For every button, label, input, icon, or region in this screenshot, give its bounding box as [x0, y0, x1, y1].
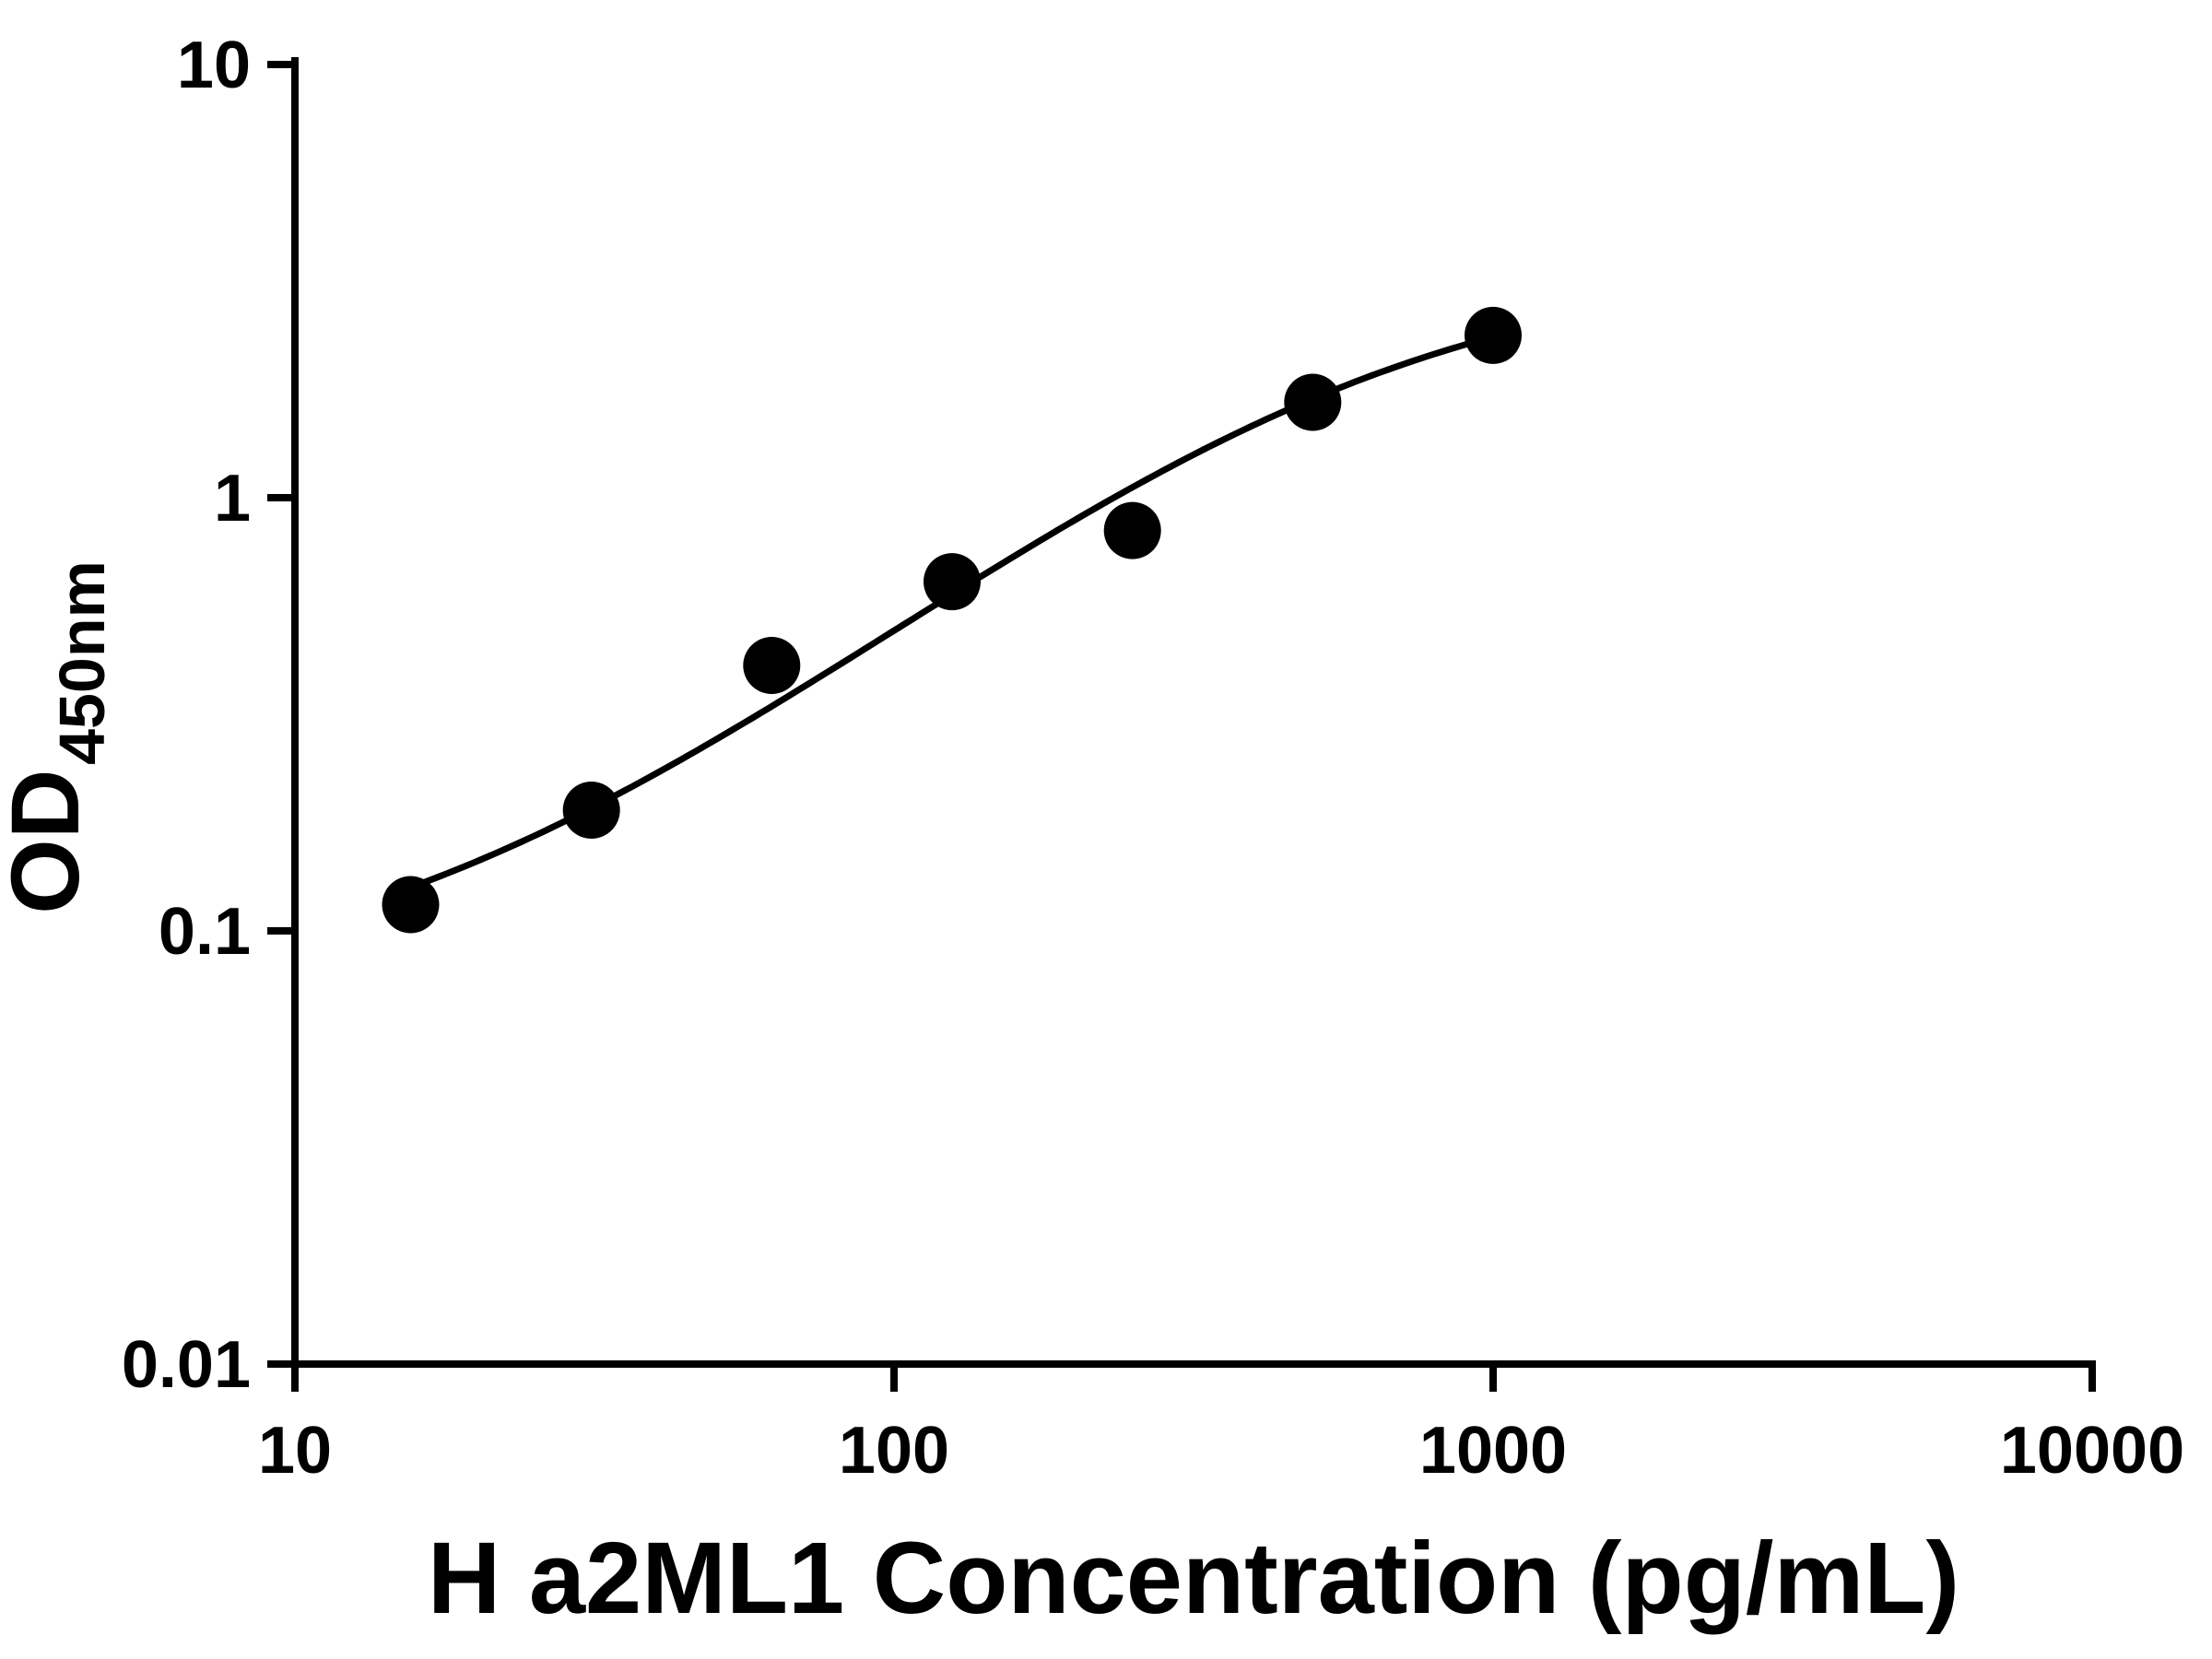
x-tick-label: 10	[258, 1414, 332, 1488]
axes	[291, 57, 2096, 1368]
data-point	[1103, 501, 1161, 559]
data-point	[924, 553, 981, 611]
data-point	[743, 637, 801, 694]
y-tick-label: 0.1	[159, 895, 251, 969]
y-axis-title-main: OD	[0, 769, 100, 914]
data-point	[1284, 373, 1342, 431]
y-axis-title: OD 450nm	[0, 560, 118, 914]
axis-spines	[291, 57, 2096, 1368]
fit-curve-path	[388, 327, 1519, 898]
data-points	[382, 306, 1522, 934]
data-point	[1465, 306, 1522, 364]
y-tick-label: 0.01	[122, 1328, 251, 1402]
x-axis-title: H a2ML1 Concentration (pg/mL)	[428, 1522, 1959, 1635]
data-point	[382, 876, 440, 934]
tick-labels: 10 100 1000 10000 0.01 0.1 1 10	[122, 29, 2184, 1488]
y-tick-label: 10	[177, 29, 251, 102]
y-axis-title-subscript: 450nm	[46, 560, 118, 765]
x-tick-label: 100	[839, 1414, 949, 1488]
fit-curve	[388, 327, 1519, 898]
x-tick-label: 1000	[1419, 1414, 1567, 1488]
ticks	[267, 61, 2096, 1392]
x-tick-label: 10000	[2000, 1414, 2184, 1488]
data-point	[562, 782, 620, 839]
y-tick-label: 1	[214, 462, 251, 535]
